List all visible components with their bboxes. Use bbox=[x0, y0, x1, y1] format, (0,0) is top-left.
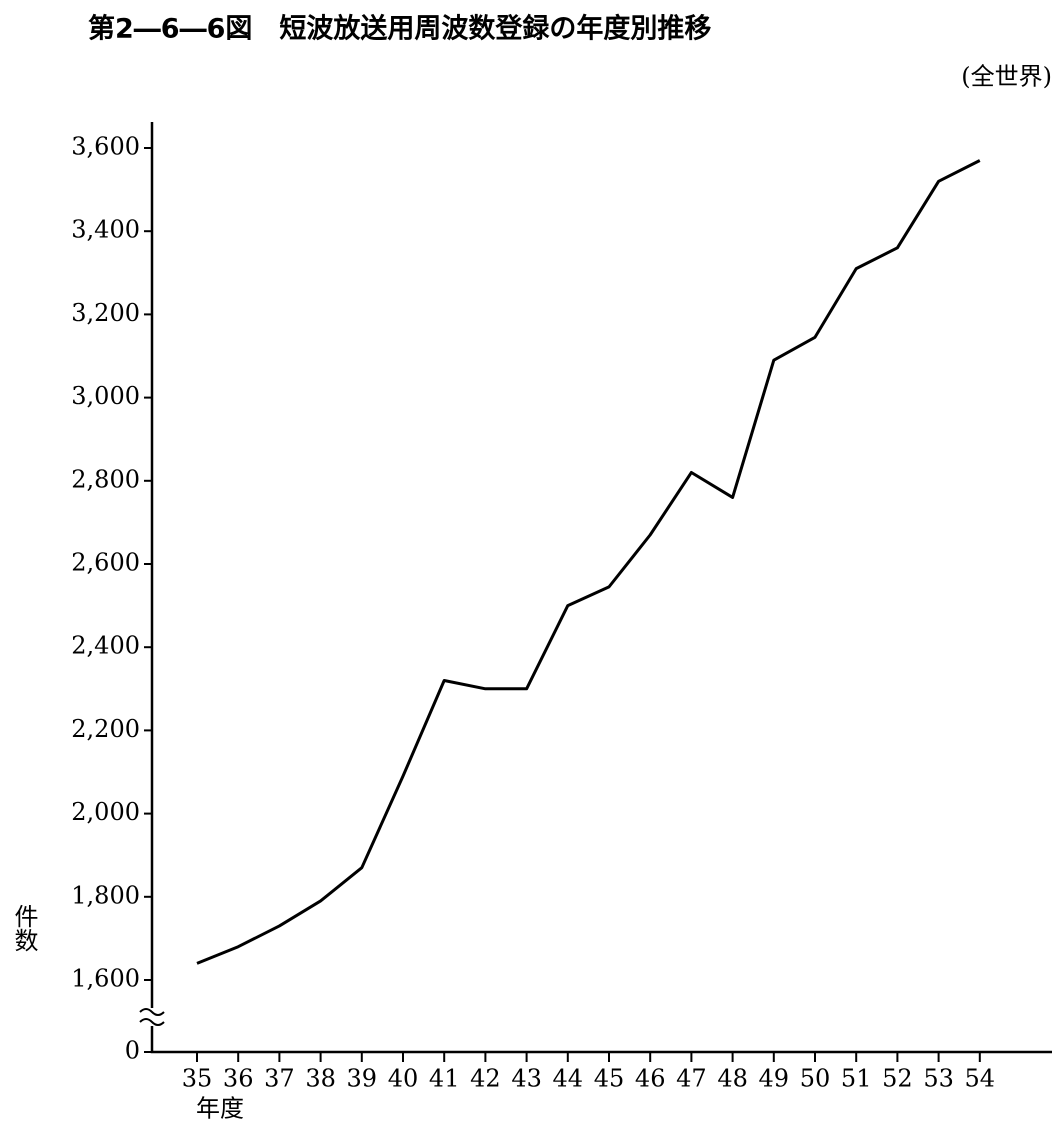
x-tick-label: 40 bbox=[388, 1065, 419, 1093]
x-tick-label: 52 bbox=[882, 1065, 913, 1093]
x-tick-label: 36 bbox=[223, 1065, 254, 1093]
y-tick-label: 0 bbox=[125, 1037, 140, 1065]
y-tick-label: 3,200 bbox=[71, 299, 140, 327]
x-tick-label: 35 bbox=[182, 1065, 213, 1093]
y-tick-label: 2,600 bbox=[71, 549, 140, 577]
y-tick-label: 3,600 bbox=[71, 133, 140, 161]
chart-title: 第2―6―6図 短波放送用周波数登録の年度別推移 bbox=[88, 13, 711, 45]
y-tick-label: 2,200 bbox=[71, 715, 140, 743]
y-tick-label: 2,400 bbox=[71, 632, 140, 660]
x-tick-label: 42 bbox=[470, 1065, 501, 1093]
x-tick-label: 54 bbox=[965, 1065, 996, 1093]
y-axis-label: 件数 bbox=[10, 904, 38, 952]
y-tick-label: 2,800 bbox=[71, 465, 140, 493]
x-tick-label: 47 bbox=[676, 1065, 707, 1093]
axis-break bbox=[139, 1008, 165, 1026]
x-tick-label: 45 bbox=[594, 1065, 625, 1093]
x-tick-label: 39 bbox=[347, 1065, 378, 1093]
axis-line bbox=[150, 122, 1052, 1054]
chart-subtitle: (全世界) bbox=[961, 63, 1052, 91]
y-tick-label: 2,000 bbox=[71, 798, 140, 826]
x-tick-label: 38 bbox=[305, 1065, 336, 1093]
y-tick-label: 1,600 bbox=[71, 965, 140, 993]
x-tick-label: 51 bbox=[841, 1065, 872, 1093]
x-tick-label: 49 bbox=[759, 1065, 790, 1093]
y-tick-label: 1,800 bbox=[71, 881, 140, 909]
x-tick-label: 41 bbox=[429, 1065, 460, 1093]
x-tick-label: 48 bbox=[717, 1065, 748, 1093]
data-line bbox=[196, 159, 981, 965]
x-tick-label: 44 bbox=[553, 1065, 584, 1093]
y-tick-label: 3,400 bbox=[71, 216, 140, 244]
x-tick-label: 50 bbox=[800, 1065, 831, 1093]
x-tick-label: 46 bbox=[635, 1065, 666, 1093]
x-tick-label: 43 bbox=[511, 1065, 542, 1093]
x-tick-label: 37 bbox=[264, 1065, 295, 1093]
x-axis-label: 年度 bbox=[196, 1095, 244, 1123]
y-tick-label: 3,000 bbox=[71, 382, 140, 410]
x-tick-label: 53 bbox=[923, 1065, 954, 1093]
